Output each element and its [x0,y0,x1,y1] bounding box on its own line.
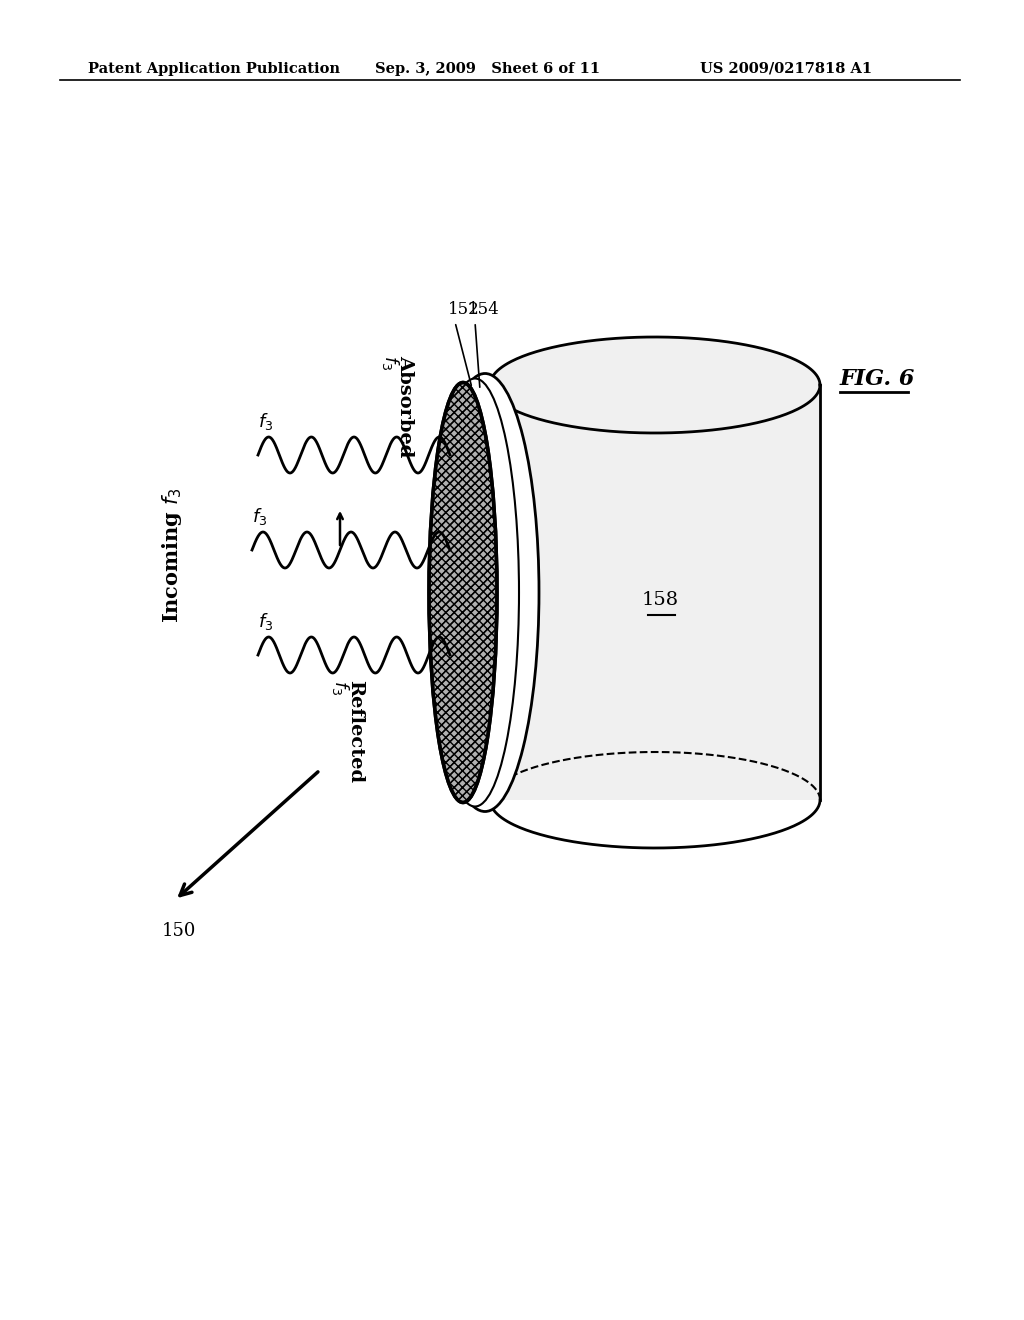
Text: Patent Application Publication: Patent Application Publication [88,62,340,77]
Text: $f_3$: $f_3$ [330,680,350,696]
Polygon shape [490,385,820,800]
Text: $f_3$: $f_3$ [380,355,400,371]
Text: US 2009/0217818 A1: US 2009/0217818 A1 [700,62,872,77]
Text: $f_3$: $f_3$ [258,411,273,432]
Ellipse shape [431,374,539,812]
Ellipse shape [431,379,519,807]
Polygon shape [490,385,820,800]
Text: FIG. 6: FIG. 6 [840,368,915,389]
Text: 158: 158 [641,591,679,609]
Text: Reflected: Reflected [346,680,364,783]
Text: 150: 150 [162,921,197,940]
Text: 154: 154 [468,301,500,318]
Ellipse shape [433,372,545,813]
Text: Sep. 3, 2009   Sheet 6 of 11: Sep. 3, 2009 Sheet 6 of 11 [375,62,600,77]
Text: Absorbed: Absorbed [396,355,414,457]
Text: $f_3$: $f_3$ [258,611,273,632]
Text: $f_3$: $f_3$ [252,506,267,527]
Text: Incoming $f_3$: Incoming $f_3$ [160,487,184,623]
Polygon shape [490,337,820,433]
Text: 152: 152 [449,301,480,318]
Ellipse shape [429,383,497,803]
